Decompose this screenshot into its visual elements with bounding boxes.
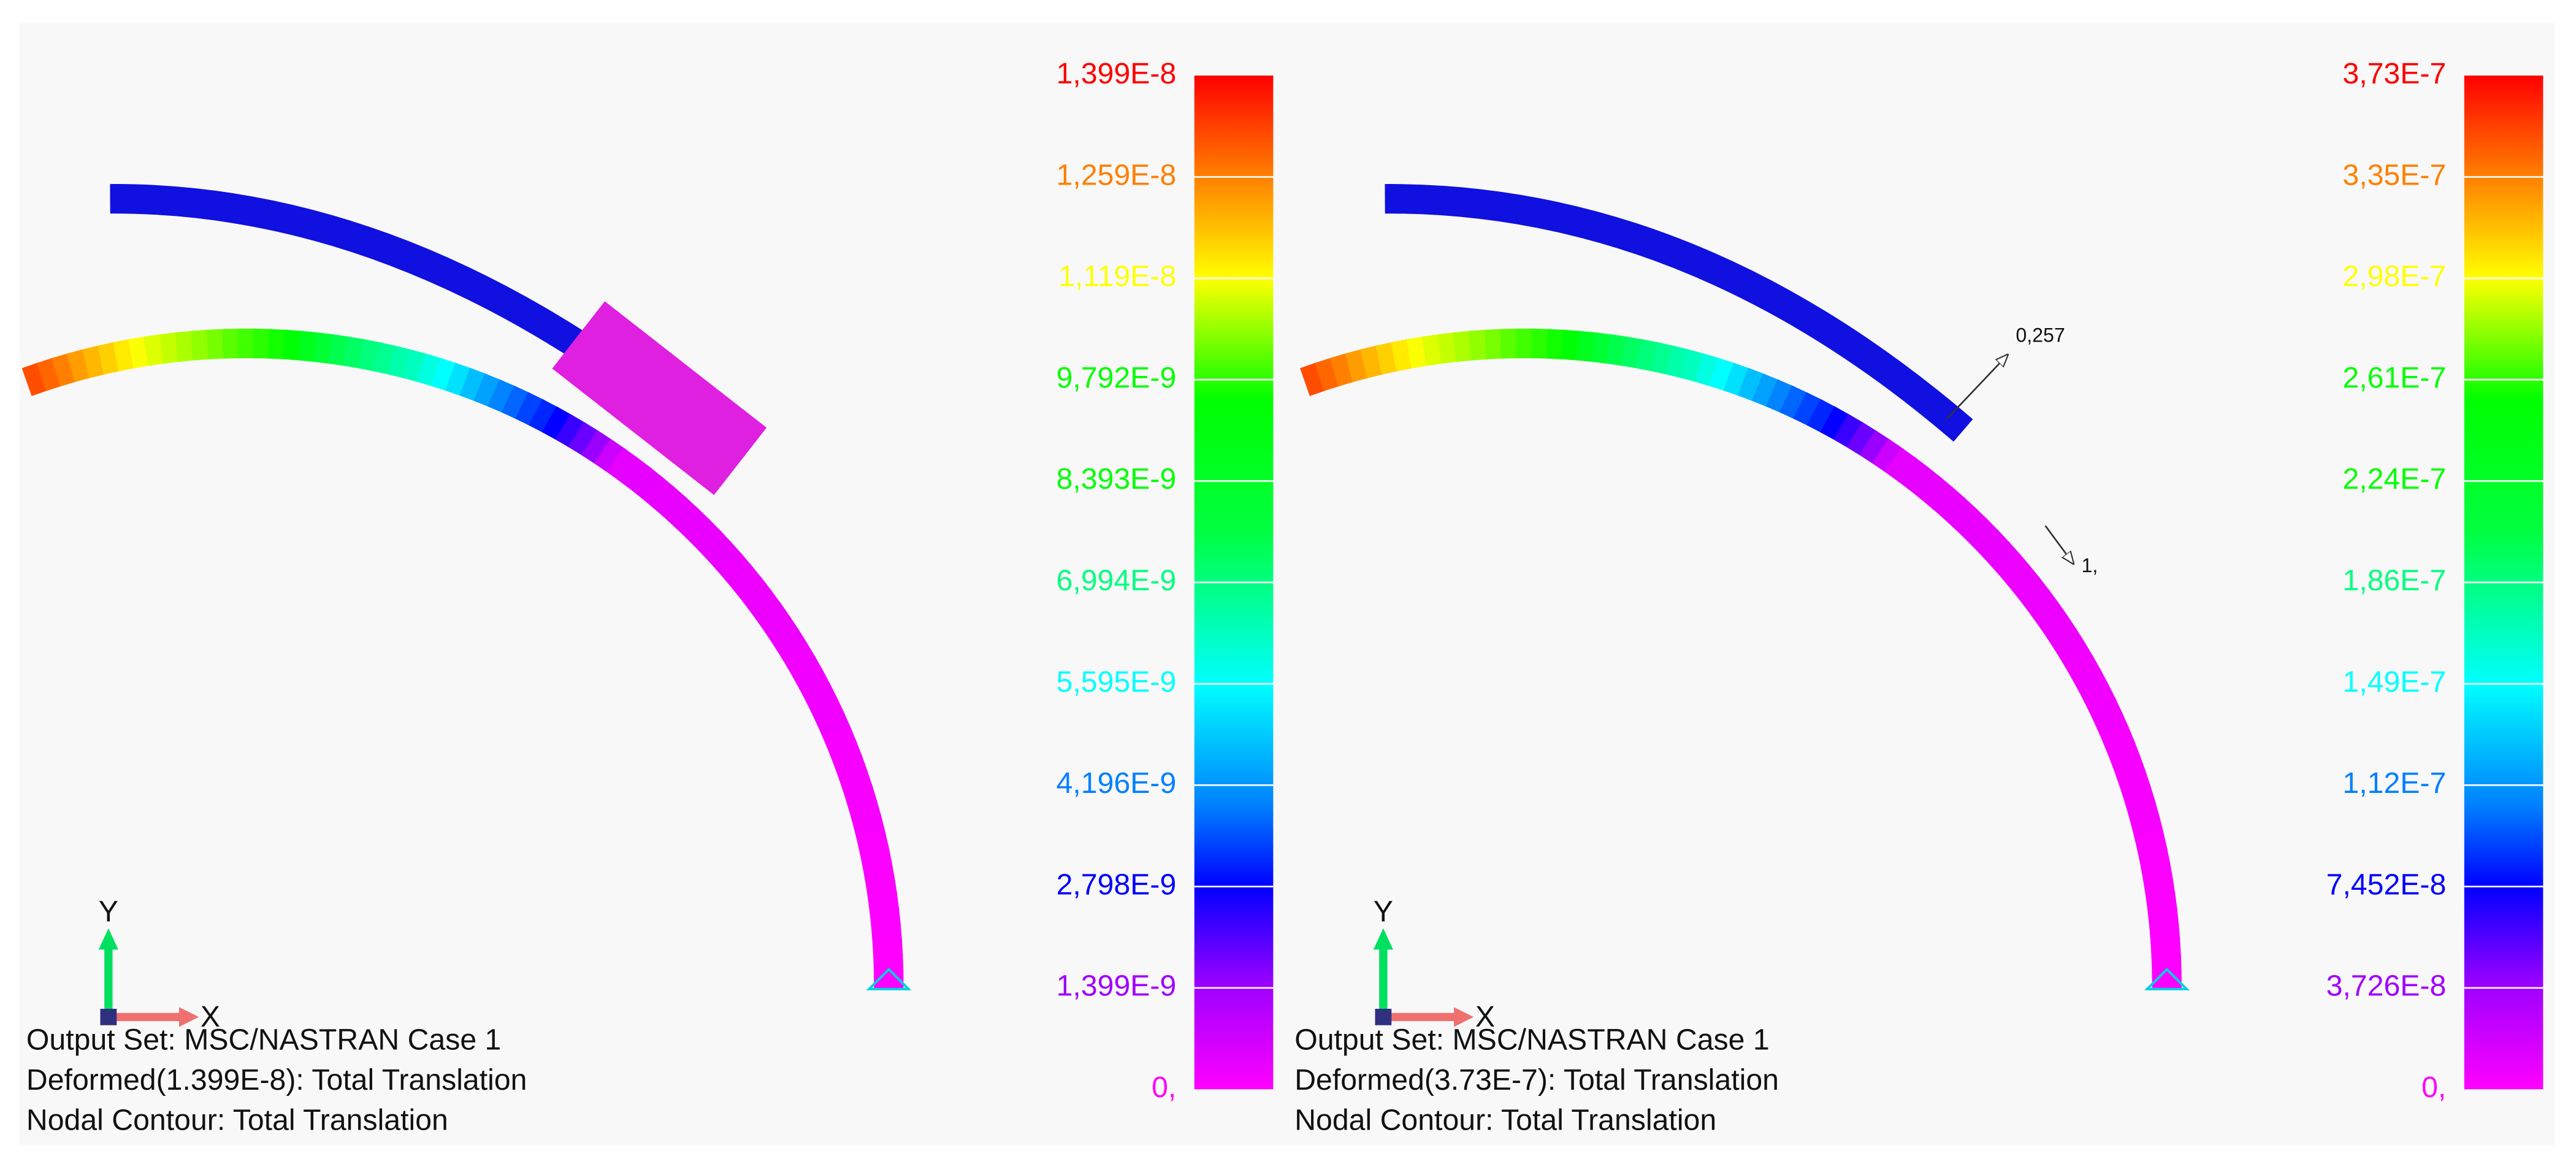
background: [20, 23, 2555, 1146]
legend-label: 2,798E-9: [1057, 868, 1177, 901]
output-info: Deformed(1.399E-8): Total Translation: [26, 1063, 527, 1096]
panel: 3,73E-7 3,35E-7 2,98E-7 2,61E-7 2,24E-7 1,86E…: [1294, 57, 2544, 1137]
triad-y-label: Y: [1374, 895, 1393, 928]
legend-label: 3,35E-7: [2342, 158, 2446, 191]
legend-label: 2,24E-7: [2342, 462, 2446, 495]
triad-x-head: [1454, 1007, 1474, 1027]
load-arrow: [2044, 525, 2074, 564]
legend-label: 5,595E-9: [1057, 665, 1177, 698]
triad-x-head: [179, 1007, 199, 1027]
legend-label: 3,726E-8: [2326, 970, 2447, 1003]
beam-upper: [1385, 184, 1973, 442]
legend-label: 1,12E-7: [2342, 767, 2446, 800]
output-info: Deformed(3.73E-7): Total Translation: [1294, 1063, 1779, 1096]
legend-label: 6,994E-9: [1057, 564, 1177, 597]
legend-label: 1,119E-8: [1058, 260, 1176, 293]
legend-label: 4,196E-9: [1057, 767, 1177, 800]
output-info: Nodal Contour: Total Translation: [1294, 1104, 1716, 1137]
legend-label: 1,259E-8: [1057, 158, 1177, 191]
legend-label: 0,: [2421, 1071, 2446, 1104]
legend-label: 0,: [1152, 1071, 1176, 1104]
support: [2144, 967, 2190, 990]
panel: 1,399E-8 1,259E-8 1,119E-8 9,792E-9 8,393E-9…: [21, 57, 1274, 1137]
legend-label: 2,61E-7: [2342, 361, 2446, 394]
triad-z: [100, 1008, 117, 1025]
beam-overlap: [552, 301, 767, 495]
legend-label: 1,49E-7: [2342, 665, 2446, 698]
load-arrow: [1946, 355, 2008, 420]
triad-y-label: Y: [99, 895, 118, 928]
triad-z: [1375, 1008, 1392, 1025]
legend-label: 3,73E-7: [2342, 57, 2446, 90]
legend-label: 8,393E-9: [1057, 462, 1177, 495]
legend-label: 2,98E-7: [2342, 260, 2446, 293]
annotation: 0,257: [2016, 324, 2065, 346]
support: [866, 967, 912, 990]
output-info: Output Set: MSC/NASTRAN Case 1: [26, 1023, 501, 1056]
legend-label: 1,86E-7: [2342, 564, 2446, 597]
legend-label: 9,792E-9: [1057, 361, 1177, 394]
triad-x-label: X: [201, 1000, 220, 1033]
output-info: Output Set: MSC/NASTRAN Case 1: [1294, 1023, 1769, 1056]
triad-y-head: [1373, 928, 1393, 950]
legend-label: 1,399E-9: [1057, 970, 1177, 1003]
legend-label: 1,399E-8: [1057, 57, 1177, 90]
output-info: Nodal Contour: Total Translation: [26, 1104, 448, 1137]
annotation: 1,: [2082, 554, 2098, 576]
triad-y-head: [98, 928, 118, 950]
triad-x-label: X: [1475, 1000, 1495, 1033]
legend-label: 7,452E-8: [2326, 868, 2447, 901]
